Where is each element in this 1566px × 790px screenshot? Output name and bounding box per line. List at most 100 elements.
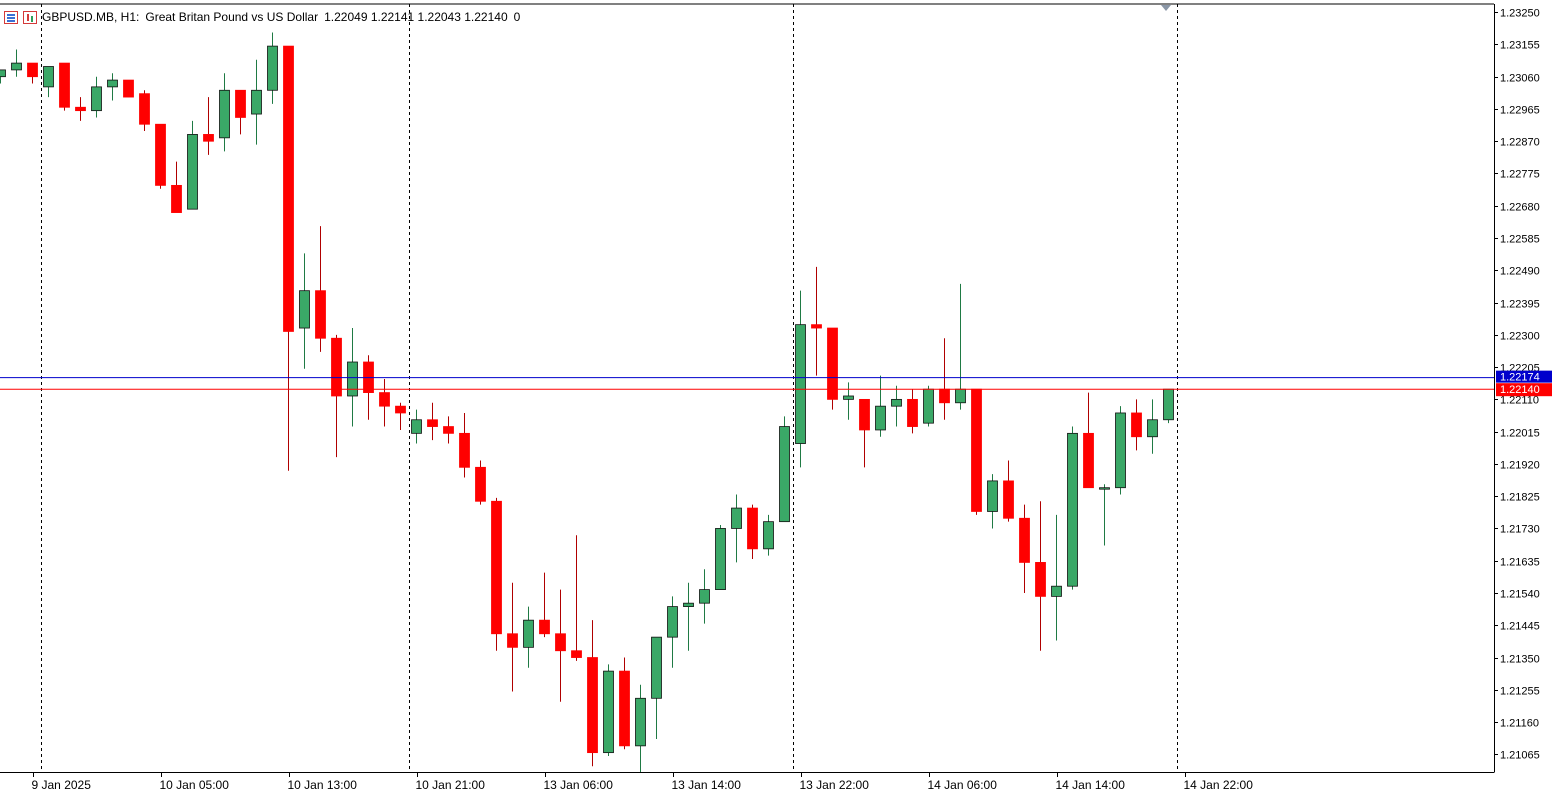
candle-body — [59, 62, 70, 108]
y-tick-label: 1.22585 — [1500, 234, 1540, 246]
scroll-marker-icon[interactable] — [1161, 5, 1171, 11]
candle-body — [427, 419, 438, 427]
x-tick-label: 14 Jan 22:00 — [1184, 778, 1254, 790]
x-tick-label: 13 Jan 22:00 — [800, 778, 870, 790]
candle — [939, 338, 950, 420]
candle-body — [475, 466, 486, 502]
candle — [235, 89, 246, 135]
candle — [1115, 406, 1126, 495]
candle — [1131, 399, 1142, 451]
candle-body — [955, 388, 966, 404]
candle-body — [347, 361, 358, 397]
candle — [491, 497, 502, 651]
candle — [731, 494, 742, 563]
x-tick-label: 9 Jan 2025 — [32, 778, 92, 790]
candle — [667, 596, 678, 668]
chart-type-icon[interactable] — [23, 10, 37, 24]
candle-body — [1003, 480, 1014, 519]
candle-body — [299, 290, 310, 329]
candle-body — [587, 657, 598, 754]
candle-body — [763, 521, 774, 550]
candle-body — [523, 619, 534, 648]
candle-body — [667, 606, 678, 638]
candle — [539, 572, 550, 638]
candle — [123, 79, 134, 98]
candle-body — [1019, 517, 1030, 563]
candle — [779, 416, 790, 523]
candle — [363, 355, 374, 420]
candle-body — [715, 528, 726, 590]
candle — [411, 409, 422, 444]
candle-body — [267, 45, 278, 91]
y-tick-label: 1.21160 — [1500, 718, 1539, 730]
candle-body — [1099, 487, 1110, 490]
candle-body — [747, 507, 758, 550]
candle — [1019, 504, 1030, 593]
day-separators — [41, 4, 1178, 772]
candle — [1099, 484, 1110, 546]
ask-price-tag: 1.22174 — [1496, 370, 1552, 384]
candle-body — [539, 619, 550, 635]
candle — [571, 535, 582, 661]
candle-body — [603, 670, 614, 754]
y-tick-label: 1.22300 — [1500, 331, 1540, 343]
candle-body — [1163, 388, 1174, 421]
candle — [555, 589, 566, 702]
candle — [1067, 426, 1078, 590]
candle-body — [907, 398, 918, 427]
candle — [475, 460, 486, 505]
y-tick-label: 1.21730 — [1500, 524, 1540, 536]
candle-body — [459, 432, 470, 468]
chart-list-icon[interactable] — [4, 10, 18, 24]
candle-body — [491, 500, 502, 635]
candle — [155, 123, 166, 189]
candle — [955, 283, 966, 410]
candle-body — [843, 395, 854, 400]
candle-body — [315, 290, 326, 339]
candle-body — [811, 324, 822, 329]
candle-body — [987, 480, 998, 512]
y-tick-label: 1.21065 — [1500, 750, 1540, 762]
y-tick-label: 1.22015 — [1500, 428, 1540, 440]
candle — [875, 375, 886, 437]
header-description: Great Britan Pound vs US Dollar — [145, 10, 319, 24]
candle — [1163, 388, 1174, 424]
candle-body — [731, 507, 742, 529]
candle — [699, 569, 710, 624]
candle-body — [155, 123, 166, 186]
candle — [1003, 460, 1014, 522]
candle-body — [11, 62, 22, 71]
x-tick-label: 10 Jan 05:00 — [160, 778, 230, 790]
candle-body — [171, 184, 182, 213]
candle-body — [0, 69, 6, 78]
candle-body — [1067, 432, 1078, 587]
candle — [651, 636, 662, 740]
header-symbol: GBPUSD.MB, H1: — [42, 10, 140, 24]
candle — [299, 253, 310, 369]
candle — [0, 69, 6, 84]
candle — [507, 582, 518, 692]
candle-body — [1035, 562, 1046, 597]
candle-body — [779, 426, 790, 523]
y-tick-label: 1.22775 — [1500, 169, 1540, 181]
candle — [635, 684, 646, 774]
candle-body — [187, 134, 198, 210]
candle-body — [1131, 412, 1142, 438]
candles — [0, 32, 1174, 774]
x-tick-label: 10 Jan 13:00 — [288, 778, 358, 790]
candle — [315, 226, 326, 352]
candle — [1083, 392, 1094, 489]
candle — [795, 290, 806, 468]
ask-tag-bg — [1496, 370, 1552, 383]
y-tick-label: 1.22965 — [1500, 105, 1540, 117]
x-tick-label: 13 Jan 06:00 — [544, 778, 614, 790]
candle — [107, 73, 118, 101]
candle — [763, 514, 774, 556]
candle-body — [219, 89, 230, 139]
y-tick-label: 1.22110 — [1500, 395, 1539, 407]
candle-body — [651, 636, 662, 699]
candle-body — [1115, 412, 1126, 489]
candle-body — [699, 589, 710, 604]
candle — [603, 664, 614, 757]
